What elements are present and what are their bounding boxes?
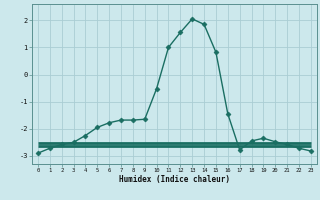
X-axis label: Humidex (Indice chaleur): Humidex (Indice chaleur): [119, 175, 230, 184]
